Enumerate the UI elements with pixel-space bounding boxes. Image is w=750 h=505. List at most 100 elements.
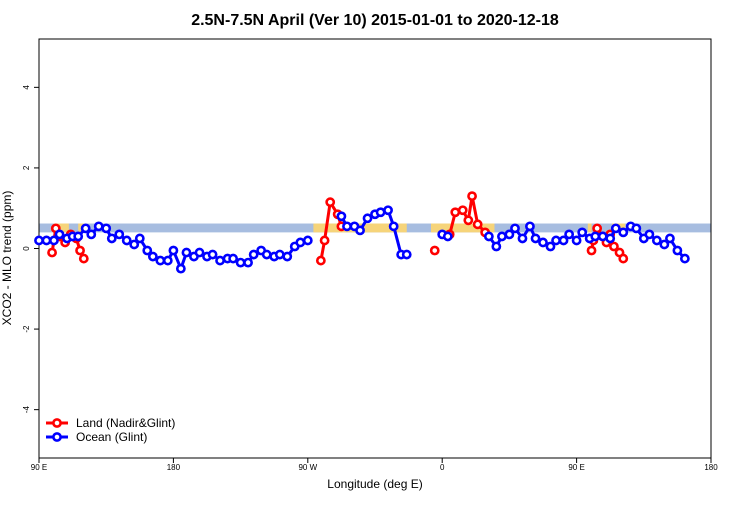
legend-marker	[52, 432, 62, 442]
data-point-ocean	[510, 223, 520, 234]
data-point-ocean	[80, 223, 91, 234]
data-point-land	[467, 191, 477, 202]
data-point-land	[463, 215, 474, 226]
y-tick-label: 0	[22, 246, 31, 251]
data-point-ocean	[114, 229, 125, 240]
data-point-ocean	[175, 263, 186, 274]
data-point-ocean	[504, 229, 515, 240]
data-point-ocean	[101, 223, 112, 234]
data-point-ocean	[274, 249, 285, 260]
data-point-land	[75, 245, 85, 256]
data-point-ocean	[545, 241, 556, 252]
data-point-ocean	[147, 251, 158, 262]
land-band-segment	[53, 223, 69, 233]
data-point-ocean	[49, 235, 59, 246]
data-point-ocean	[651, 235, 662, 246]
data-point-ocean	[121, 235, 132, 246]
data-point-land	[586, 245, 597, 256]
data-point-ocean	[530, 233, 541, 244]
data-point-ocean	[401, 249, 412, 260]
data-point-ocean	[672, 245, 683, 256]
data-point-ocean	[207, 249, 218, 260]
data-point-ocean	[336, 211, 347, 222]
data-point-land	[472, 219, 483, 230]
data-point-land	[325, 197, 336, 208]
data-point-ocean	[605, 233, 616, 244]
data-point-ocean	[73, 231, 84, 242]
data-point-ocean	[442, 231, 453, 242]
data-point-land	[47, 247, 57, 258]
data-point-land	[618, 253, 629, 264]
data-point-ocean	[597, 231, 608, 242]
data-point-ocean	[54, 229, 65, 240]
data-point-ocean	[497, 231, 507, 242]
data-point-land	[457, 205, 468, 216]
data-point-ocean	[571, 235, 582, 246]
y-axis-label: XCO2 - MLO trend (ppm)	[0, 191, 14, 326]
data-point-ocean	[383, 205, 393, 216]
y-tick-label: -2	[22, 325, 31, 333]
data-point-ocean	[659, 239, 670, 250]
x-tick-label: 90 E	[568, 463, 584, 472]
data-point-ocean	[564, 229, 575, 240]
x-axis-label: Longitude (deg E)	[327, 477, 422, 491]
x-tick-label: 180	[704, 463, 718, 472]
data-point-ocean	[155, 255, 166, 266]
data-point-ocean	[248, 249, 259, 260]
y-tick-label: 4	[22, 85, 31, 90]
data-point-ocean	[362, 213, 373, 224]
data-point-ocean	[295, 237, 306, 248]
legend-label: Ocean (Glint)	[76, 430, 147, 444]
data-point-ocean	[302, 235, 313, 246]
data-point-ocean	[618, 227, 629, 238]
x-tick-label: 90 E	[31, 463, 47, 472]
data-point-ocean	[261, 249, 272, 260]
y-tick-label: 2	[22, 165, 31, 170]
data-point-ocean	[590, 231, 601, 242]
data-point-ocean	[34, 235, 44, 246]
land-band-segment	[431, 223, 495, 233]
data-point-ocean	[538, 237, 548, 248]
chart-title: 2.5N-7.5N April (Ver 10) 2015-01-01 to 2…	[191, 12, 559, 29]
data-point-ocean	[41, 235, 52, 246]
data-point-land	[429, 245, 440, 256]
data-point-land	[319, 235, 330, 246]
data-point-ocean	[235, 257, 246, 268]
land-band-segment	[587, 223, 592, 233]
data-point-ocean	[86, 229, 97, 240]
data-point-ocean	[551, 235, 561, 246]
data-point-land	[315, 255, 326, 266]
data-point-ocean	[162, 255, 173, 266]
x-tick-label: 0	[440, 463, 445, 472]
plot-area: 90 E 180 90 W 0 90 E 180 -4 -2 0 2 4 Land (Nadir&Gl…	[22, 38, 718, 472]
data-point-ocean	[243, 257, 253, 268]
data-point-ocean	[517, 233, 528, 244]
x-tick-label: 180	[167, 463, 181, 472]
data-point-ocean	[577, 227, 588, 238]
data-point-ocean	[134, 233, 145, 244]
data-point-land	[78, 253, 89, 264]
legend-label: Land (Nadir&Glint)	[76, 416, 175, 430]
data-point-ocean	[194, 247, 205, 258]
data-point-ocean	[679, 253, 690, 264]
data-point-ocean	[483, 231, 494, 242]
data-point-land	[609, 241, 619, 252]
data-point-ocean	[106, 233, 117, 244]
legend-marker	[52, 418, 62, 428]
data-point-ocean	[525, 221, 535, 232]
data-point-ocean	[215, 255, 225, 266]
data-point-ocean	[181, 247, 192, 258]
data-point-ocean	[491, 241, 502, 252]
data-point-ocean	[168, 245, 179, 256]
data-point-ocean	[644, 229, 655, 240]
data-point-ocean	[610, 223, 621, 234]
data-point-land	[592, 223, 603, 234]
data-point-ocean	[375, 207, 386, 218]
data-point-ocean	[558, 235, 569, 246]
x-tick-label: 90 W	[298, 463, 317, 472]
data-point-ocean	[142, 245, 153, 256]
data-point-ocean	[355, 225, 365, 236]
data-point-ocean	[93, 221, 104, 232]
data-point-land	[450, 207, 461, 218]
